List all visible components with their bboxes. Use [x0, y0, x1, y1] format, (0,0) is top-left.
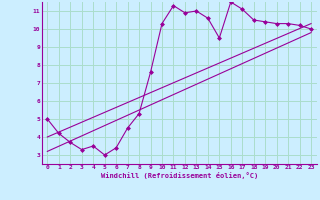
X-axis label: Windchill (Refroidissement éolien,°C): Windchill (Refroidissement éolien,°C): [100, 172, 258, 179]
